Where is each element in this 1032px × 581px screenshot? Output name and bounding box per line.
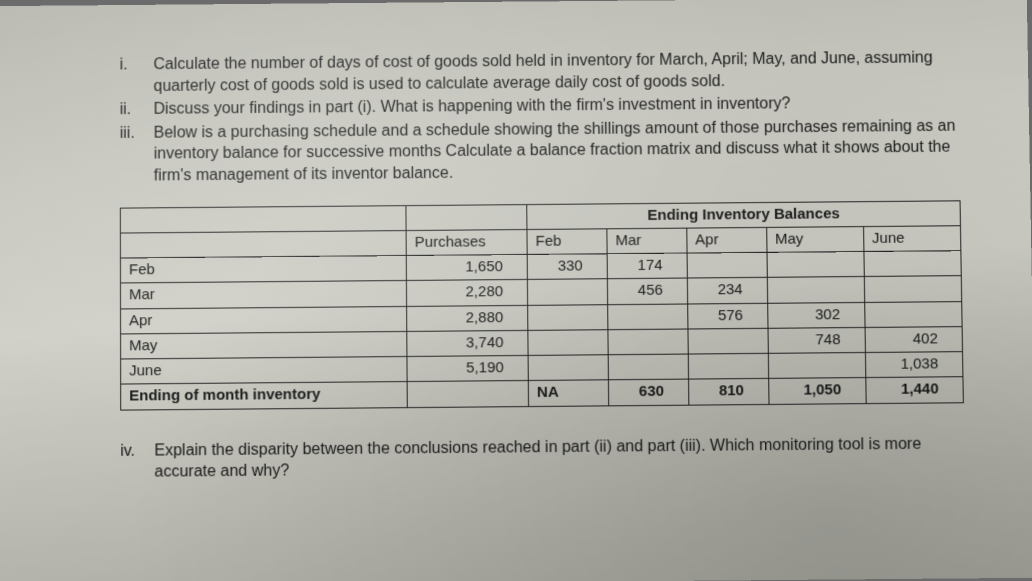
cell-mar: 456 [607, 278, 687, 304]
cell-apr: 234 [687, 278, 767, 304]
col-june: June [863, 226, 960, 252]
col-may: May [766, 226, 863, 252]
question-item-i: i. Calculate the number of days of cost … [120, 47, 959, 97]
cell-feb [528, 330, 608, 356]
scanned-page: i. Calculate the number of days of cost … [0, 0, 1032, 581]
question-number: iii. [120, 123, 154, 188]
cell-apr: 576 [687, 303, 767, 329]
cell-purchases: 2,880 [407, 305, 528, 331]
col-apr: Apr [687, 227, 767, 253]
cell-may [768, 353, 866, 379]
cell-mar: 174 [607, 253, 687, 279]
cell-purchases: 1,650 [406, 255, 527, 281]
question-number: i. [120, 54, 154, 97]
cell-apr [688, 353, 768, 379]
cell-apr [688, 328, 768, 354]
col-blank [120, 230, 406, 258]
footer-may: 1,050 [768, 378, 866, 404]
cell-mar [608, 329, 688, 355]
row-label: Mar [120, 281, 406, 309]
cell-june: 402 [865, 326, 963, 352]
question-item-iv: iv. Explain the disparity between the co… [120, 433, 965, 484]
question-text: Below is a purchasing schedule and a sch… [154, 116, 961, 187]
cell-purchases: 3,740 [407, 330, 528, 356]
table-purchases-blank [406, 204, 527, 230]
col-purchases: Purchases [406, 229, 527, 255]
cell-feb [527, 279, 607, 305]
footer-feb: NA [528, 380, 608, 406]
cell-june [864, 276, 962, 302]
cell-may: 302 [767, 302, 864, 328]
col-mar: Mar [607, 228, 687, 254]
cell-june [864, 301, 962, 327]
row-label: May [121, 331, 407, 359]
cell-feb [528, 304, 608, 330]
cell-may: 748 [768, 327, 866, 353]
table-corner-blank [120, 205, 406, 233]
cell-june: 1,038 [865, 352, 963, 378]
cell-feb [528, 355, 608, 381]
question-number: ii. [120, 99, 154, 121]
footer-june: 1,440 [866, 377, 964, 403]
row-label: Apr [121, 306, 407, 334]
cell-mar [608, 304, 688, 330]
cell-purchases: 2,280 [407, 280, 528, 306]
cell-june [864, 251, 962, 277]
footer-label: Ending of month inventory [121, 382, 408, 410]
footer-apr: 810 [688, 379, 768, 405]
question-list: i. Calculate the number of days of cost … [120, 47, 961, 187]
cell-mar [608, 354, 688, 380]
cell-feb: 330 [527, 254, 607, 280]
question-number: iv. [120, 440, 154, 484]
cell-purchases: 5,190 [407, 355, 528, 381]
question-text: Calculate the number of days of cost of … [153, 47, 958, 97]
cell-apr [687, 252, 767, 278]
footer-purchases [407, 381, 528, 407]
question-text: Explain the disparity between the conclu… [154, 433, 965, 484]
inventory-table: Ending Inventory Balances Purchases Feb … [120, 200, 964, 410]
row-label: Feb [120, 256, 406, 284]
cell-may [767, 277, 864, 303]
question-item-iii: iii. Below is a purchasing schedule and … [120, 116, 961, 188]
table-group-header: Ending Inventory Balances [527, 200, 961, 229]
row-label: June [121, 357, 408, 385]
cell-may [767, 252, 864, 278]
col-feb: Feb [527, 229, 607, 255]
footer-mar: 630 [608, 379, 688, 405]
